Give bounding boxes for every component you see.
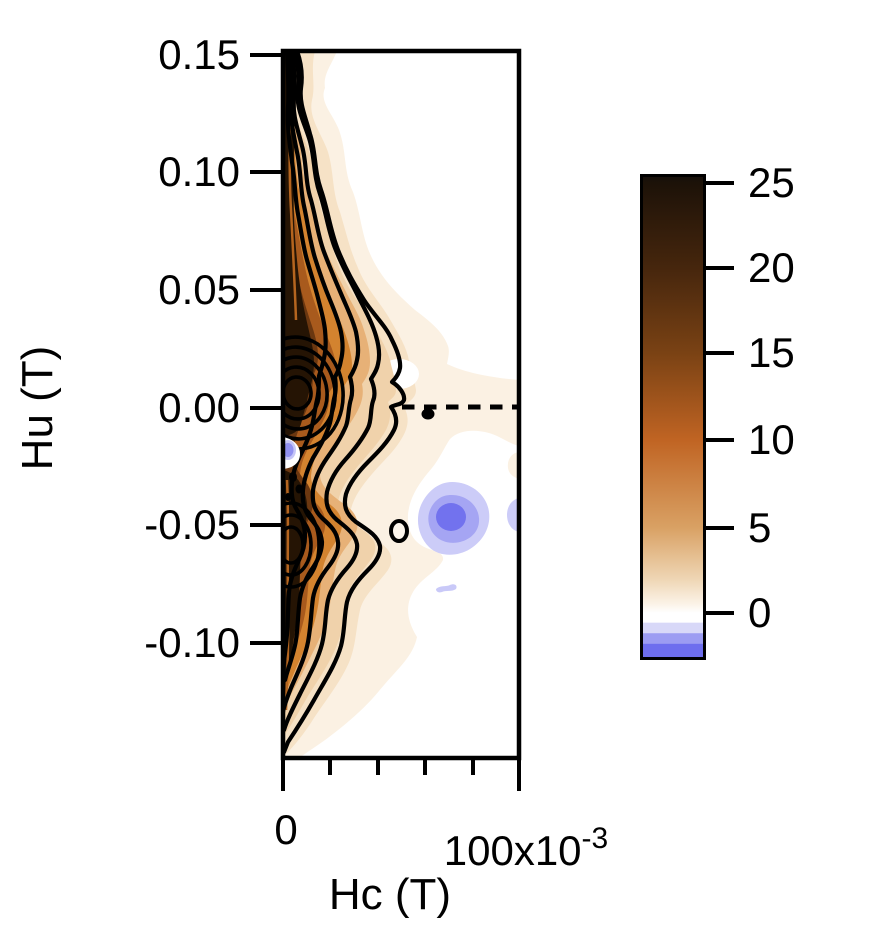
colorbar-label-0: 0 [748, 589, 772, 636]
colorbar-label-5: 5 [748, 504, 772, 551]
x-tick-label-exponent: -3 [581, 822, 609, 855]
x-axis-ticks [281, 758, 521, 791]
colorbar-tick-15 [703, 351, 734, 355]
colorbar-tick-0 [703, 611, 734, 615]
secondary-peak-rings [283, 501, 321, 589]
colorbar-label-20: 20 [748, 244, 795, 291]
plot-frame [280, 48, 522, 761]
contour-fill-right-edge-sliver [507, 452, 519, 479]
y-tick-label-000: 0.00 [158, 384, 240, 431]
colorbar-label-10: 10 [748, 416, 795, 463]
left-edge-specks [285, 472, 303, 501]
negative-spot-right-edge [507, 498, 519, 532]
colorbar-tick-5 [703, 526, 734, 530]
colorbar-tick-10 [703, 438, 734, 442]
colorbar-label-25: 25 [748, 159, 795, 206]
colorbar [640, 174, 706, 660]
negative-region-blob [417, 482, 490, 555]
small-contour-ring [389, 519, 409, 543]
y-tick-label-010: 0.10 [158, 148, 240, 195]
x-tick-label-100e-3: 100x10-3 [408, 822, 644, 878]
negative-spot-left-edge [283, 443, 294, 457]
y-tick-label-neg005: -0.05 [144, 501, 240, 548]
colorbar-label-15: 15 [748, 329, 795, 376]
dot-annotation [421, 408, 435, 420]
y-tick-label-neg010: -0.10 [144, 619, 240, 666]
x-tick-label-zero: 0 [274, 806, 298, 853]
y-tick-label-015: 0.15 [158, 31, 240, 78]
negative-speck [436, 584, 457, 593]
x-axis-title: Hc (T) [328, 870, 452, 919]
y-axis-title: Hu (T) [13, 345, 62, 471]
y-tick-label-005: 0.05 [158, 266, 240, 313]
x-tick-label-base: 100x10 [443, 827, 582, 874]
colorbar-tick-20 [703, 266, 734, 270]
y-axis-ticks [250, 53, 283, 645]
contour-layers [283, 51, 519, 758]
colorbar-tick-25 [703, 181, 734, 185]
